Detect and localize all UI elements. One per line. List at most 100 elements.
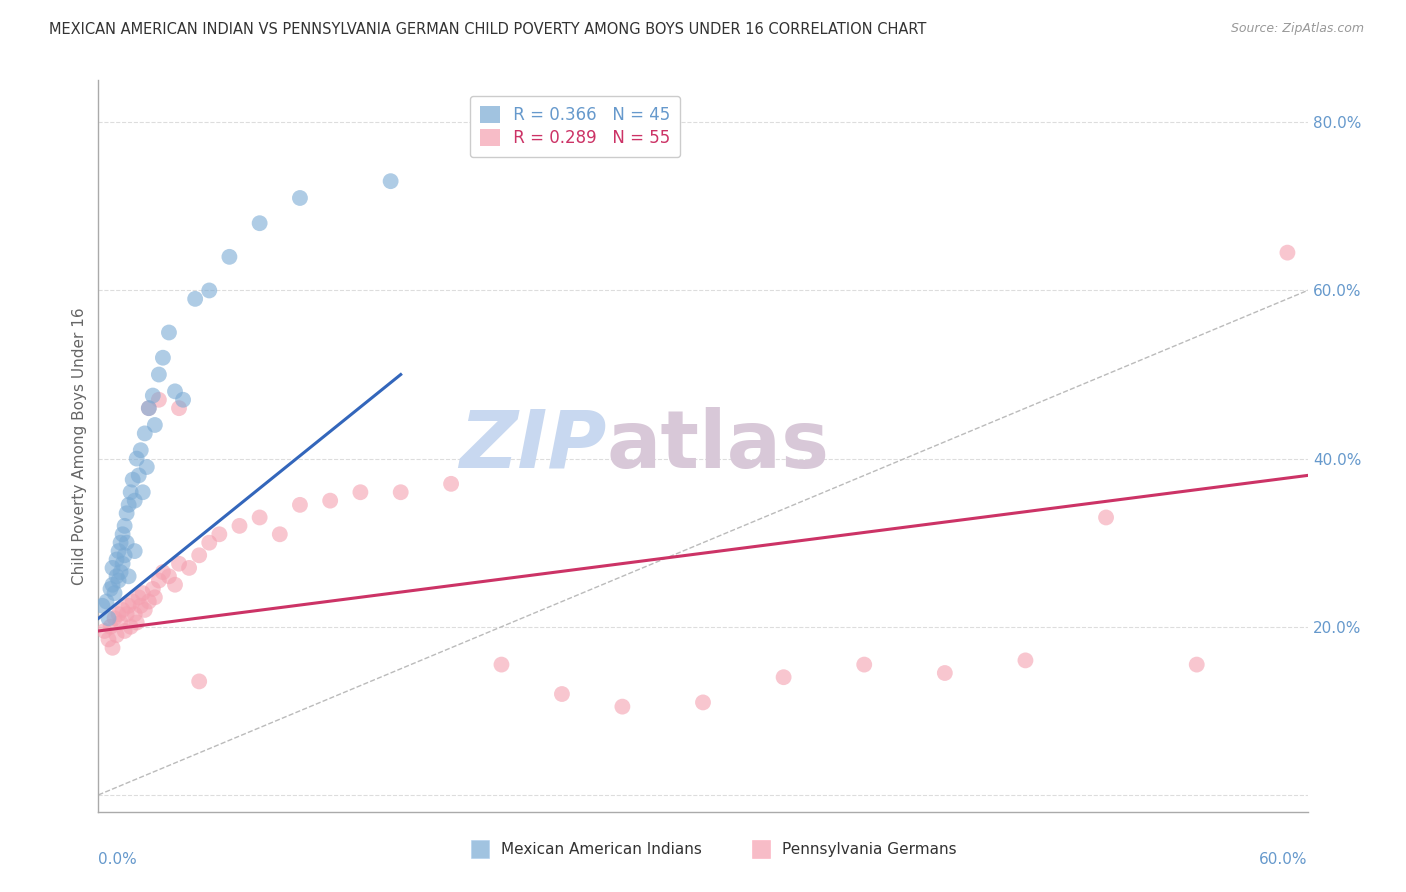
Point xyxy=(1014,653,1036,667)
Point xyxy=(101,640,124,655)
Point xyxy=(101,578,124,592)
Point xyxy=(97,632,120,647)
Point xyxy=(612,699,634,714)
Point xyxy=(111,557,134,571)
Point xyxy=(124,493,146,508)
Point xyxy=(121,594,143,608)
Point xyxy=(349,485,371,500)
Point xyxy=(772,670,794,684)
Point xyxy=(163,384,186,399)
Point xyxy=(110,615,132,630)
Point xyxy=(129,443,152,458)
Point xyxy=(142,582,165,596)
Point xyxy=(125,615,148,630)
Point xyxy=(114,519,136,533)
Text: Mexican American Indians: Mexican American Indians xyxy=(501,842,702,856)
Point xyxy=(100,582,122,596)
Point xyxy=(143,417,166,432)
Point xyxy=(551,687,574,701)
Point xyxy=(121,473,143,487)
Point xyxy=(96,594,118,608)
Point xyxy=(132,485,155,500)
Text: MEXICAN AMERICAN INDIAN VS PENNSYLVANIA GERMAN CHILD POVERTY AMONG BOYS UNDER 16: MEXICAN AMERICAN INDIAN VS PENNSYLVANIA … xyxy=(49,22,927,37)
Point xyxy=(198,284,221,298)
Point xyxy=(135,460,157,475)
Point xyxy=(138,594,160,608)
Point xyxy=(172,392,194,407)
Point xyxy=(118,498,141,512)
Point xyxy=(107,544,129,558)
Point xyxy=(188,549,211,563)
Point xyxy=(114,624,136,638)
Point xyxy=(110,535,132,549)
Point xyxy=(249,216,271,230)
Point xyxy=(110,565,132,579)
Point xyxy=(125,451,148,466)
Point xyxy=(101,561,124,575)
Point xyxy=(118,569,141,583)
Point xyxy=(97,611,120,625)
Point xyxy=(184,292,207,306)
Point xyxy=(124,607,146,622)
Point xyxy=(440,476,463,491)
Point xyxy=(389,485,412,500)
Point xyxy=(1185,657,1208,672)
Text: ZIP: ZIP xyxy=(458,407,606,485)
Point xyxy=(132,586,155,600)
Point xyxy=(167,401,190,416)
Point xyxy=(134,426,156,441)
Point xyxy=(218,250,240,264)
Text: 60.0%: 60.0% xyxy=(1260,852,1308,867)
Point xyxy=(103,586,125,600)
Point xyxy=(692,695,714,709)
Point xyxy=(107,574,129,588)
Point xyxy=(129,599,152,613)
Point xyxy=(105,569,128,583)
Point xyxy=(167,557,190,571)
Point xyxy=(111,603,134,617)
Point xyxy=(138,401,160,416)
Point xyxy=(380,174,402,188)
Point xyxy=(91,599,114,613)
Legend:  R = 0.366   N = 45,  R = 0.289   N = 55: R = 0.366 N = 45, R = 0.289 N = 55 xyxy=(470,96,681,157)
Point xyxy=(118,599,141,613)
Point xyxy=(163,578,186,592)
Point xyxy=(269,527,291,541)
Point xyxy=(134,603,156,617)
Point xyxy=(120,620,142,634)
Point xyxy=(1095,510,1118,524)
Point xyxy=(157,569,180,583)
Point xyxy=(148,392,170,407)
Point xyxy=(143,591,166,605)
Text: Pennsylvania Germans: Pennsylvania Germans xyxy=(782,842,956,856)
Point xyxy=(128,591,150,605)
Point xyxy=(157,326,180,340)
Point xyxy=(152,351,174,365)
Point xyxy=(288,191,311,205)
Point xyxy=(142,388,165,402)
Y-axis label: Child Poverty Among Boys Under 16: Child Poverty Among Boys Under 16 xyxy=(72,307,87,585)
Point xyxy=(188,674,211,689)
Point xyxy=(114,549,136,563)
Point xyxy=(179,561,201,575)
Point xyxy=(491,657,513,672)
Point xyxy=(124,544,146,558)
Point xyxy=(128,468,150,483)
Point xyxy=(288,498,311,512)
Point xyxy=(107,607,129,622)
Point xyxy=(105,552,128,566)
Point xyxy=(1277,245,1299,260)
Point xyxy=(115,535,138,549)
Point xyxy=(228,519,250,533)
Point xyxy=(115,506,138,520)
Point xyxy=(934,665,956,680)
Point xyxy=(208,527,231,541)
Text: 0.0%: 0.0% xyxy=(98,852,138,867)
Point xyxy=(105,628,128,642)
Point xyxy=(319,493,342,508)
Point xyxy=(148,368,170,382)
Point xyxy=(100,620,122,634)
Point xyxy=(120,485,142,500)
Point xyxy=(249,510,271,524)
Point xyxy=(111,527,134,541)
